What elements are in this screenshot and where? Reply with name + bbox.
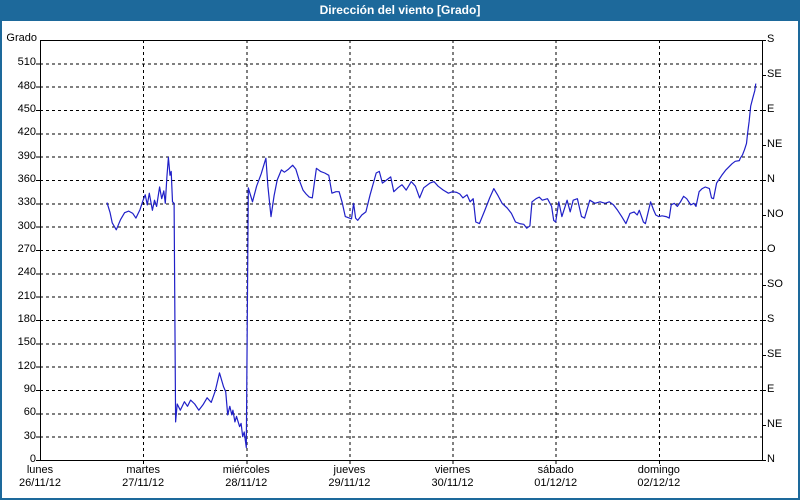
y-axis-left-label: 480: [17, 79, 36, 92]
y-axis-right-label: NE: [767, 138, 783, 150]
x-axis-day-label: domingo 02/12/12: [604, 464, 714, 490]
y-axis-right-label: NE: [767, 418, 783, 430]
x-axis-day-name: miércoles: [222, 464, 270, 476]
x-axis-day-date: 28/11/12: [225, 477, 268, 489]
y-axis-right-label: NO: [767, 208, 784, 220]
y-axis-left-label: 120: [17, 359, 36, 372]
y-axis-left-label: 330: [17, 196, 36, 209]
y-axis-left-label: 180: [17, 313, 36, 325]
x-axis-day-date: 01/12/12: [534, 477, 578, 489]
y-axis-left-label: 390: [17, 149, 36, 162]
x-axis-day-name: domingo: [637, 464, 680, 476]
y-axis-unit-label: Grado: [6, 32, 37, 44]
x-axis-day-label: miércoles 28/11/12: [191, 464, 301, 490]
x-axis-day-name: viernes: [434, 464, 471, 476]
y-axis-right-label: N: [767, 173, 775, 185]
x-axis-day-label: sábado 01/12/12: [501, 464, 611, 490]
y-axis-right-label: S: [767, 33, 775, 45]
y-axis-right-label: SE: [767, 348, 782, 360]
x-axis-day-name: martes: [126, 464, 160, 476]
x-axis-day-date: 27/11/12: [122, 477, 165, 489]
y-axis-left-label: 510: [17, 56, 36, 69]
x-axis-day-name: jueves: [333, 464, 366, 476]
y-axis-left-label: 150: [17, 336, 36, 349]
y-axis-left-label: 240: [17, 266, 36, 279]
y-axis-right-label: SO: [767, 278, 783, 290]
y-axis-right-label: SE: [767, 68, 782, 80]
x-axis-day-date: 02/12/12: [637, 477, 681, 489]
y-axis-right-label: N: [767, 453, 775, 465]
y-axis-right-label: E: [767, 383, 775, 395]
y-axis-left-label: 210: [17, 289, 36, 302]
x-axis-day-label: viernes 30/11/12: [398, 464, 508, 490]
y-axis-right-label: S: [767, 313, 775, 325]
y-axis-left-label: 60: [23, 406, 36, 419]
y-axis-left-label: 30: [23, 429, 36, 442]
x-axis-day-date: 26/11/12: [18, 477, 61, 489]
y-axis-left-label: 0: [29, 453, 36, 465]
y-axis-left-label: 90: [23, 383, 36, 395]
x-axis-day-date: 30/11/12: [431, 477, 474, 489]
y-axis-left-label: 300: [17, 219, 36, 232]
x-axis-day-label: martes 27/11/12: [88, 464, 198, 490]
chart-title: Dirección del viento [Grado]: [319, 3, 481, 17]
x-axis-day-date: 29/11/12: [328, 477, 371, 489]
x-axis-day-label: jueves 29/11/12: [294, 464, 404, 490]
y-axis-left-label: 360: [17, 173, 36, 185]
x-axis-day-name: lunes: [26, 464, 54, 476]
y-axis-left-label: 270: [17, 243, 36, 255]
title-bar: Dirección del viento [Grado]: [0, 0, 800, 21]
y-axis-left-label: 450: [17, 103, 36, 115]
x-axis-day-name: sábado: [537, 464, 574, 476]
y-axis-right-label: O: [767, 243, 776, 255]
y-axis-right-label: E: [767, 103, 775, 115]
wind-direction-line: [106, 83, 757, 449]
x-axis-day-label: lunes 26/11/12: [0, 464, 95, 490]
y-axis-left-label: 420: [17, 126, 36, 139]
